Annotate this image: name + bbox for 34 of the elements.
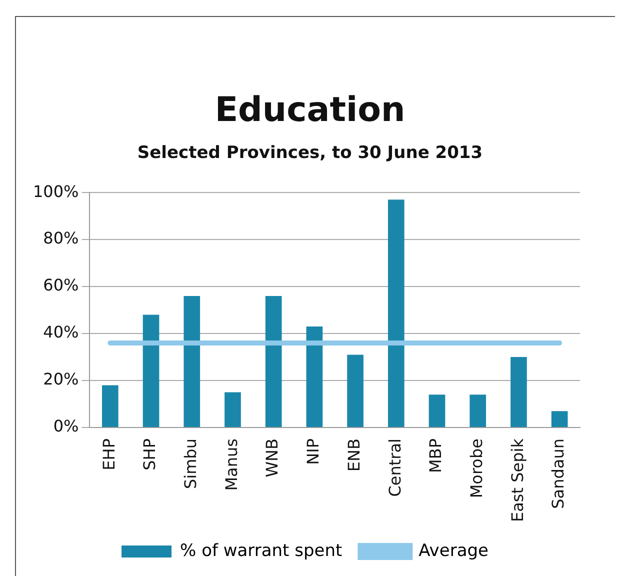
bar (306, 326, 323, 428)
bar (184, 296, 200, 428)
legend-label: % of warrant spent (180, 540, 343, 561)
y-tick-label: 80% (43, 228, 79, 248)
y-tick-label: 100% (32, 182, 79, 201)
x-tick-label: EHP (99, 438, 118, 470)
y-tick-label: 40% (43, 322, 79, 342)
chart-subtitle: Selected Provinces, to 30 June 2013 (136, 143, 484, 163)
x-tick-label: Simbu (181, 438, 200, 490)
bar (510, 357, 527, 428)
bar (551, 411, 568, 428)
x-tick-label: Central (385, 438, 404, 497)
bar (224, 392, 241, 428)
bar (102, 385, 118, 428)
y-tick-label: 20% (43, 370, 79, 389)
x-tick-label: Manus (222, 438, 241, 491)
chart-title: Education (214, 90, 406, 130)
x-tick-label: MBP (426, 438, 446, 473)
x-tick-label: Morobe (467, 438, 486, 498)
bar (470, 394, 486, 428)
bar (265, 296, 282, 428)
x-tick-label: ENB (344, 438, 364, 472)
x-tick-label: Sandaun (548, 438, 568, 509)
bar (142, 314, 160, 428)
bar (388, 200, 404, 428)
x-tick-label: SHP (140, 438, 160, 470)
bar (347, 354, 364, 428)
y-tick-label: 60% (43, 276, 79, 295)
legend-label: Average (418, 540, 488, 561)
x-tick-label: NIP (304, 438, 323, 465)
x-tick-label: WNB (262, 438, 282, 478)
y-tick-label: 0% (53, 416, 79, 436)
x-tick-label: East Sepik (508, 438, 527, 522)
bar (428, 394, 446, 428)
